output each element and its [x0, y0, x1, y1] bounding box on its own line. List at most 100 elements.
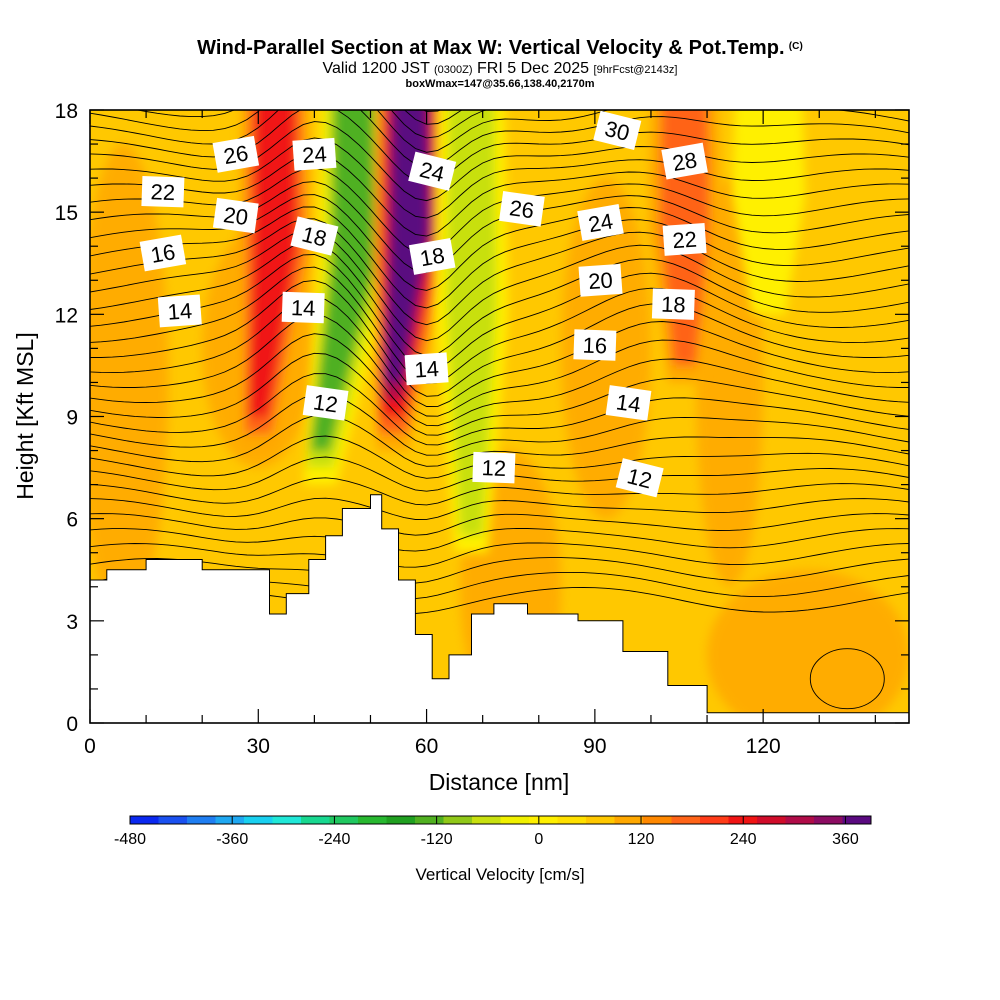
colorbar-segment	[358, 816, 387, 824]
isentrope-closed-contour	[809, 648, 885, 710]
theta-label: 12	[472, 451, 516, 484]
theta-label-box	[212, 197, 259, 234]
isentrope-line	[90, 0, 909, 76]
theta-label: 30	[593, 110, 642, 151]
colorbar-tick-label: 120	[628, 831, 655, 848]
isentrope-line	[90, 230, 909, 342]
theta-label-text: 26	[222, 140, 250, 169]
theta-label: 14	[157, 294, 202, 328]
isentrope-line	[90, 137, 909, 219]
theta-label: 26	[212, 135, 260, 173]
chart-subsubtitle: boxWmax=147@35.66,138.40,2170m	[405, 78, 595, 90]
theta-label-text: 12	[312, 389, 340, 417]
theta-label: 24	[292, 137, 337, 171]
colorbar: -480 -360 -240 -120 0 120 240 360	[114, 815, 872, 848]
isentrope-line	[90, 279, 909, 397]
isentrope-line	[90, 296, 909, 407]
theta-label-box	[408, 151, 457, 191]
isentrope-line	[90, 266, 909, 385]
velocity-plume	[732, 110, 806, 315]
theta-label-text: 14	[291, 295, 316, 321]
theta-label-box	[573, 329, 617, 361]
theta-label-text: 12	[625, 463, 655, 493]
theta-label: 22	[141, 175, 185, 208]
theta-label: 16	[573, 329, 617, 361]
colorbar-segment	[215, 816, 245, 824]
y-tick-label: 12	[55, 304, 78, 327]
theta-label-text: 14	[615, 389, 643, 417]
colorbar-tick-label: -360	[216, 831, 248, 848]
theta-label: 14	[281, 291, 325, 324]
isentrope-line	[90, 527, 909, 552]
colorbar-segment	[842, 816, 872, 824]
theta-label-box	[472, 451, 516, 484]
theta-label: 20	[578, 263, 623, 297]
colorbar-tick-label: 240	[730, 831, 757, 848]
theta-label-box	[212, 135, 260, 173]
colorbar-segment	[415, 816, 444, 824]
subtitle-valid-time: Valid 1200 JST	[322, 60, 430, 77]
colorbar-label: Vertical Velocity [cm/s]	[415, 865, 584, 884]
theta-label-box	[404, 352, 449, 386]
theta-label-box	[578, 263, 623, 297]
x-tick-label: 60	[415, 735, 438, 758]
colorbar-tick-label: -120	[421, 831, 453, 848]
theta-label-box	[661, 142, 708, 180]
theta-label: 18	[408, 237, 456, 275]
theta-label-box	[141, 175, 185, 208]
theta-label-box	[651, 288, 695, 320]
theta-label-box	[662, 222, 707, 256]
colorbar-segment	[671, 816, 701, 824]
colorbar-segment	[443, 816, 473, 824]
velocity-plume	[248, 110, 297, 417]
isentrope-line	[90, 152, 909, 237]
theta-label: 24	[408, 151, 457, 191]
subtitle-forecast: [9hrFcst@2143z]	[593, 64, 678, 76]
theta-label-box	[593, 110, 642, 151]
weak-updraft-region	[707, 569, 909, 723]
isentrope-line	[90, 110, 909, 153]
theta-label-text: 20	[222, 202, 250, 230]
chart-title-mark: (C)	[788, 41, 803, 52]
colorbar-segment	[814, 816, 843, 824]
theta-label-box	[605, 385, 652, 421]
colorbar-segment	[272, 816, 302, 824]
colorbar-segment	[757, 816, 786, 824]
theta-label: 18	[651, 288, 695, 320]
y-tick-label: 0	[66, 713, 78, 736]
y-axis-label: Height [Kft MSL]	[12, 332, 38, 499]
velocity-plume	[310, 110, 376, 451]
theta-label: 14	[605, 385, 652, 421]
theta-label-text: 18	[418, 242, 446, 271]
isentrope-line	[90, 314, 909, 417]
x-axis-label: Distance [nm]	[429, 769, 570, 795]
theta-label-text: 24	[586, 208, 614, 237]
subtitle-utc: (0300Z)	[434, 64, 473, 76]
theta-label-box	[290, 216, 339, 256]
theta-label-text: 30	[602, 116, 632, 146]
theta-label-box	[302, 385, 349, 421]
theta-label: 14	[404, 352, 449, 386]
colorbar-segment	[614, 816, 644, 824]
theta-label: 28	[661, 142, 708, 180]
isentrope-line	[135, 110, 489, 139]
theta-label-text: 24	[417, 157, 447, 187]
isentrope-line	[90, 497, 909, 520]
isentrope-line	[90, 352, 909, 436]
theta-label-text: 24	[301, 141, 327, 168]
theta-label: 12	[615, 458, 664, 498]
theta-label-text: 18	[661, 292, 686, 318]
theta-label: 20	[212, 197, 259, 234]
isentrope-line	[90, 557, 909, 584]
colorbar-segment	[785, 816, 815, 824]
plot-area: 26 24 22 20 18 16 14 14 12 24 18 14 12 26 30 24 20 16 14 12…	[90, 0, 909, 723]
theta-label-text: 28	[670, 147, 698, 176]
theta-label: 18	[290, 216, 339, 256]
isentrope-line	[90, 513, 909, 536]
isentrope-line	[90, 542, 909, 568]
theta-label-text: 18	[299, 221, 329, 251]
colorbar-tick-label: 360	[832, 831, 859, 848]
colorbar-segment	[500, 816, 530, 824]
y-tick-label: 9	[66, 407, 78, 430]
